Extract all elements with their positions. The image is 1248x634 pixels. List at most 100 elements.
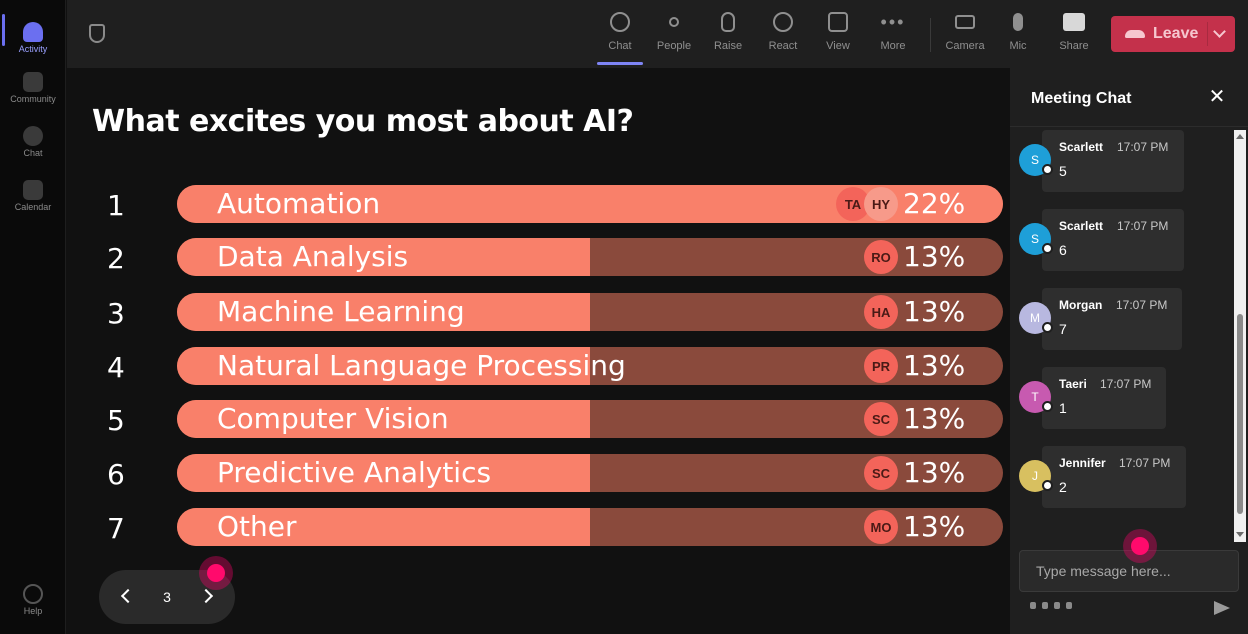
option-label: Natural Language Processing: [217, 349, 626, 382]
gif-icon[interactable]: [1066, 602, 1072, 609]
mic-icon: [1013, 13, 1023, 31]
option-number: 2: [107, 242, 125, 275]
option-number: 3: [107, 297, 125, 330]
chat-message: Morgan 17:07 PM 7 M: [1010, 288, 1232, 352]
chat-message-input[interactable]: [1020, 551, 1238, 591]
chat-button[interactable]: Chat: [595, 10, 645, 60]
poll-option: 7 Other 13% MO: [67, 508, 1009, 546]
people-button-label: People: [656, 40, 692, 52]
more-button-label: More: [880, 40, 906, 52]
more-dots-icon: •••: [880, 12, 906, 32]
rail-item-calendar[interactable]: Calendar: [0, 170, 66, 222]
mic-button[interactable]: Mic: [993, 10, 1043, 60]
rail-item-label: Community: [10, 94, 56, 104]
rail-item-help[interactable]: Help: [0, 574, 66, 626]
attach-icon[interactable]: [1042, 602, 1048, 609]
voter-avatar: HA: [864, 295, 898, 329]
option-label: Other: [217, 510, 297, 543]
message-text: 5: [1059, 163, 1067, 179]
camera-off-icon: [955, 15, 975, 29]
meeting-toolbar: Chat People Raise React View ••• More Ca…: [67, 0, 1248, 68]
leave-button[interactable]: Leave: [1111, 16, 1235, 52]
option-bar-fill: [177, 508, 590, 546]
chat-compose-box: [1019, 550, 1239, 592]
option-number: 5: [107, 404, 125, 437]
raise-button-label: Raise: [713, 40, 743, 52]
share-button-label: Share: [1059, 40, 1089, 52]
poll-option: 6 Predictive Analytics 13% SC: [67, 454, 1009, 492]
camera-button-label: Camera: [945, 40, 985, 52]
people-button[interactable]: People: [649, 10, 699, 60]
presence-status-icon: [1042, 164, 1053, 175]
option-percent: 13%: [903, 240, 966, 273]
rail-item-label: Activity: [18, 44, 48, 54]
message-bubble: Taeri 17:07 PM 1: [1042, 367, 1166, 429]
chevron-left-icon[interactable]: [120, 588, 136, 604]
option-bar-fill: [177, 454, 590, 492]
app-rail: Activity Community Chat Calendar Help: [0, 0, 66, 634]
rail-item-label: Chat: [23, 148, 43, 158]
option-percent: 13%: [903, 456, 966, 489]
rail-item-chat[interactable]: Chat: [0, 116, 66, 168]
format-icon[interactable]: [1030, 602, 1036, 609]
emoji-icon[interactable]: [1054, 602, 1060, 609]
avatar[interactable]: S: [1019, 144, 1051, 176]
poll-results: What excites you most about AI? 1 Automat…: [67, 68, 1009, 634]
message-time: 17:07 PM: [1117, 140, 1169, 154]
share-button[interactable]: Share: [1049, 10, 1099, 60]
option-bar-fill: [177, 238, 590, 276]
scroll-down-icon[interactable]: [1236, 532, 1244, 537]
mic-button-label: Mic: [1009, 40, 1027, 52]
message-bubble: Scarlett 17:07 PM 5: [1042, 130, 1184, 192]
poll-question: What excites you most about AI?: [92, 104, 634, 139]
click-indicator: [1123, 529, 1157, 563]
community-icon: [23, 72, 43, 92]
send-icon[interactable]: [1214, 601, 1230, 615]
chat-message: Scarlett 17:07 PM 5 S: [1010, 130, 1232, 194]
toolbar-divider: [930, 18, 931, 52]
shield-icon[interactable]: [89, 24, 105, 43]
presence-status-icon: [1042, 243, 1053, 254]
view-button[interactable]: View: [813, 10, 863, 60]
react-button[interactable]: React: [758, 10, 808, 60]
scroll-up-icon[interactable]: [1236, 134, 1244, 139]
raise-hand-button[interactable]: Raise: [703, 10, 753, 60]
rail-item-label: Help: [23, 606, 43, 616]
poll-option: 5 Computer Vision 13% SC: [67, 400, 1009, 438]
rail-item-activity[interactable]: Activity: [0, 12, 66, 64]
chat-icon: [23, 126, 43, 146]
message-time: 17:07 PM: [1100, 377, 1152, 391]
chevron-right-icon[interactable]: [198, 588, 214, 604]
close-icon[interactable]: ✕: [1208, 86, 1226, 108]
poll-option: 3 Machine Learning 13% HA: [67, 293, 1009, 331]
chat-active-indicator: [597, 62, 643, 65]
option-percent: 22%: [903, 187, 966, 220]
phone-hangup-icon: [1125, 30, 1145, 38]
poll-option: 1 Automation 22% TA HY: [67, 185, 1009, 223]
more-button[interactable]: ••• More: [868, 10, 918, 60]
chat-message-list: Scarlett 17:07 PM 5 S Scarlett 17:07 PM 6 S Morg…: [1010, 128, 1232, 542]
click-indicator: [199, 556, 233, 590]
rail-item-label: Calendar: [14, 202, 52, 212]
option-bar-fill: [177, 293, 590, 331]
scroll-thumb[interactable]: [1237, 314, 1243, 514]
presence-status-icon: [1042, 401, 1053, 412]
message-author: Jennifer: [1059, 456, 1106, 470]
option-percent: 13%: [903, 402, 966, 435]
poll-option: 4 Natural Language Processing 13% PR: [67, 347, 1009, 385]
message-bubble: Scarlett 17:07 PM 6: [1042, 209, 1184, 271]
meeting-chat-panel: Meeting Chat ✕ Scarlett 17:07 PM 5 S Scarlet…: [1010, 68, 1248, 634]
message-author: Taeri: [1059, 377, 1087, 391]
option-label: Predictive Analytics: [217, 456, 492, 489]
message-time: 17:07 PM: [1117, 219, 1169, 233]
rail-item-community[interactable]: Community: [0, 62, 66, 114]
option-number: 7: [107, 512, 125, 545]
voter-avatar: HY: [864, 187, 898, 221]
option-bar-fill: [177, 347, 590, 385]
option-bar-fill: [177, 400, 590, 438]
presence-status-icon: [1042, 480, 1053, 491]
camera-button[interactable]: Camera: [940, 10, 990, 60]
chevron-down-icon[interactable]: [1213, 25, 1226, 38]
voter-avatar: PR: [864, 349, 898, 383]
chat-scrollbar[interactable]: [1234, 130, 1246, 542]
